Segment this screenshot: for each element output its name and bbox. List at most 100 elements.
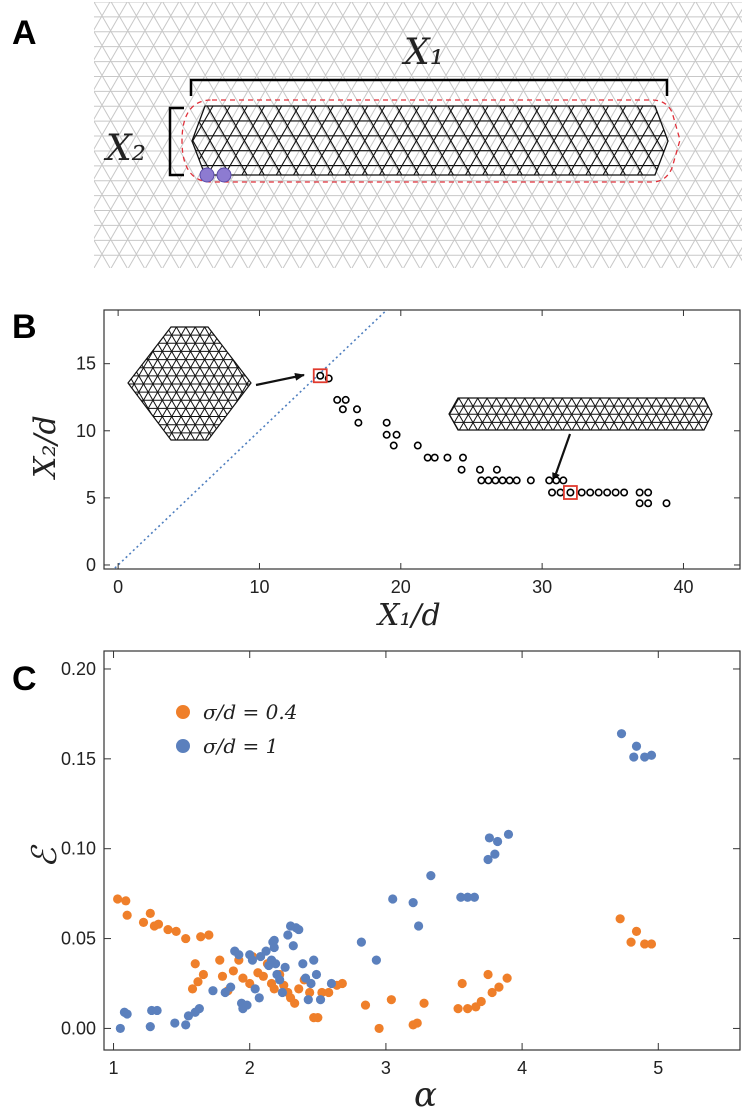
lattice-line <box>592 2 742 262</box>
long-cluster-line <box>467 398 488 430</box>
long-cluster-line <box>571 398 592 430</box>
data-point <box>204 930 214 940</box>
data-point <box>290 998 300 1008</box>
lattice-line <box>368 2 524 268</box>
data-point <box>388 894 398 904</box>
hex-cluster-line <box>241 327 251 440</box>
data-point <box>258 971 268 981</box>
x-tick-label: 20 <box>391 577 411 597</box>
data-point <box>288 941 298 951</box>
long-cluster-line <box>741 398 747 431</box>
lattice-line <box>437 2 593 268</box>
cluster-line <box>192 106 214 175</box>
long-cluster-line <box>412 398 431 431</box>
long-cluster-line <box>365 398 384 431</box>
data-point <box>477 476 486 485</box>
long-cluster-line <box>308 398 327 431</box>
long-cluster-line <box>365 398 384 431</box>
data-point <box>280 962 290 972</box>
data-point <box>386 995 396 1005</box>
long-cluster-line <box>589 398 610 430</box>
data-point <box>261 946 271 956</box>
long-cluster-line <box>627 398 648 430</box>
panel-c-letter: C <box>12 660 37 698</box>
x-tick-label: 40 <box>673 577 693 597</box>
data-point <box>337 978 347 989</box>
lattice-line <box>661 2 742 143</box>
cluster-line <box>192 106 197 175</box>
cluster-line <box>327 106 369 175</box>
lattice-line <box>471 2 627 268</box>
hex-cluster-line <box>393 327 459 441</box>
hex-cluster-outline <box>127 326 252 441</box>
highlight-box <box>563 485 578 500</box>
long-cluster-line <box>495 398 516 430</box>
data-point <box>492 465 501 474</box>
data-point <box>294 924 304 935</box>
long-cluster-line <box>243 398 262 431</box>
lattice-line <box>265 2 421 268</box>
lattice-line <box>213 2 369 268</box>
cluster-line <box>706 106 746 176</box>
cluster-line <box>413 106 455 175</box>
long-cluster-line <box>477 398 498 430</box>
data-point <box>423 453 432 462</box>
data-point <box>640 939 650 949</box>
legend-label-blue: σ/d = 1 <box>203 734 278 758</box>
cluster-line <box>0 106 7 176</box>
cluster-line <box>35 106 75 176</box>
hex-cluster-line <box>241 327 251 440</box>
lattice-line <box>454 2 610 268</box>
cluster-line <box>672 106 712 176</box>
long-cluster-line <box>722 398 741 431</box>
long-cluster-line <box>402 398 421 431</box>
long-cluster-line <box>458 398 479 430</box>
elongated-cluster <box>0 105 746 176</box>
cluster-line <box>499 106 541 175</box>
data-point <box>145 908 155 919</box>
panel-a-letter: A <box>12 14 37 52</box>
lattice-line <box>403 2 558 268</box>
long-cluster-line <box>318 398 337 431</box>
data-point <box>615 914 625 924</box>
data-point <box>457 978 467 989</box>
long-cluster-line <box>524 398 545 430</box>
legend-marker-orange <box>176 705 190 719</box>
lattice-line <box>643 2 742 173</box>
cluster-line <box>689 106 729 176</box>
cluster-line <box>395 106 438 175</box>
data-point <box>198 969 209 980</box>
data-point <box>548 488 557 497</box>
data-point <box>616 729 627 739</box>
series-blue <box>115 729 657 1034</box>
data-point <box>115 1023 125 1034</box>
data-point <box>341 395 350 404</box>
data-point <box>360 1000 371 1010</box>
hex-cluster-line <box>299 327 365 441</box>
data-point <box>631 926 642 936</box>
hex-cluster-line <box>364 327 430 441</box>
panel-c-points <box>113 729 657 1034</box>
lattice-line <box>712 217 742 268</box>
data-point <box>306 978 316 989</box>
data-point <box>492 836 503 847</box>
data-point <box>181 933 191 944</box>
hex-cluster-line <box>128 327 177 440</box>
long-cluster-line <box>542 398 563 430</box>
cluster-line <box>258 106 300 175</box>
long-cluster-line <box>130 398 149 431</box>
cluster-line <box>636 106 668 175</box>
long-cluster-line <box>271 398 290 431</box>
panel-c-chart: 1 2 3 4 5 0.00 0.05 0.10 0.15 0.20 σ/d = 0.4 σ/d … <box>25 650 741 1114</box>
x-tick-label: 3 <box>381 1058 391 1078</box>
cluster-line <box>70 106 110 176</box>
data-point <box>138 917 149 927</box>
long-cluster-line <box>346 398 365 431</box>
data-point <box>526 476 535 485</box>
y-tick-label: 10 <box>76 421 96 441</box>
data-point <box>298 959 308 969</box>
data-point <box>453 1004 463 1014</box>
cluster-line <box>52 106 92 176</box>
lattice-line <box>94 60 214 268</box>
data-point <box>145 1022 155 1032</box>
